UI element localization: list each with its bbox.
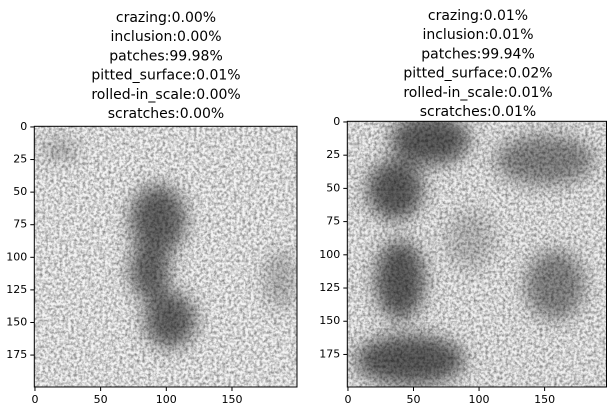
y-tick-label: 75 (13, 218, 27, 231)
y-tick-label: 25 (13, 153, 27, 166)
axes-frame (33, 125, 298, 388)
title-line: rolled-in_scale:0.01% (403, 85, 552, 101)
x-tick-label: 50 (94, 393, 108, 406)
y-tick-label: 100 (319, 248, 340, 261)
y-tick-label: 175 (319, 347, 340, 360)
title-line: inclusion:0.00% (110, 29, 221, 45)
title-line: scratches:0.00% (108, 106, 224, 122)
y-tick-label: 0 (20, 120, 27, 133)
x-tick-label: 100 (156, 393, 177, 406)
y-tick-label: 75 (326, 215, 340, 228)
x-tick-label: 150 (534, 393, 555, 406)
y-tick-label: 150 (319, 314, 340, 327)
title-line: pitted_surface:0.02% (403, 66, 552, 82)
x-tick-label: 0 (31, 393, 38, 406)
image (347, 121, 607, 387)
title-line: crazing:0.01% (428, 8, 528, 24)
x-tick-label: 50 (407, 393, 421, 406)
x-tick-label: 0 (344, 393, 351, 406)
x-tick-label: 150 (221, 393, 242, 406)
y-tick-label: 125 (6, 283, 27, 296)
x-tick-label: 100 (469, 393, 490, 406)
y-tick-label: 100 (6, 250, 27, 263)
y-tick-label: 125 (319, 281, 340, 294)
title-line: crazing:0.00% (116, 10, 216, 26)
y-tick-label: 50 (13, 185, 27, 198)
title-line: scratches:0.01% (420, 104, 536, 120)
title-line: inclusion:0.01% (422, 27, 533, 43)
y-tick-label: 150 (6, 315, 27, 328)
y-tick-label: 25 (326, 148, 340, 161)
y-tick-label: 50 (326, 181, 340, 194)
y-tick-label: 0 (333, 115, 340, 128)
title-line: patches:99.98% (109, 48, 223, 64)
y-tick-label: 175 (6, 348, 27, 361)
image (34, 126, 297, 387)
title-line: patches:99.94% (421, 46, 535, 62)
title-line: rolled-in_scale:0.00% (91, 87, 240, 103)
title-line: pitted_surface:0.01% (91, 68, 240, 84)
